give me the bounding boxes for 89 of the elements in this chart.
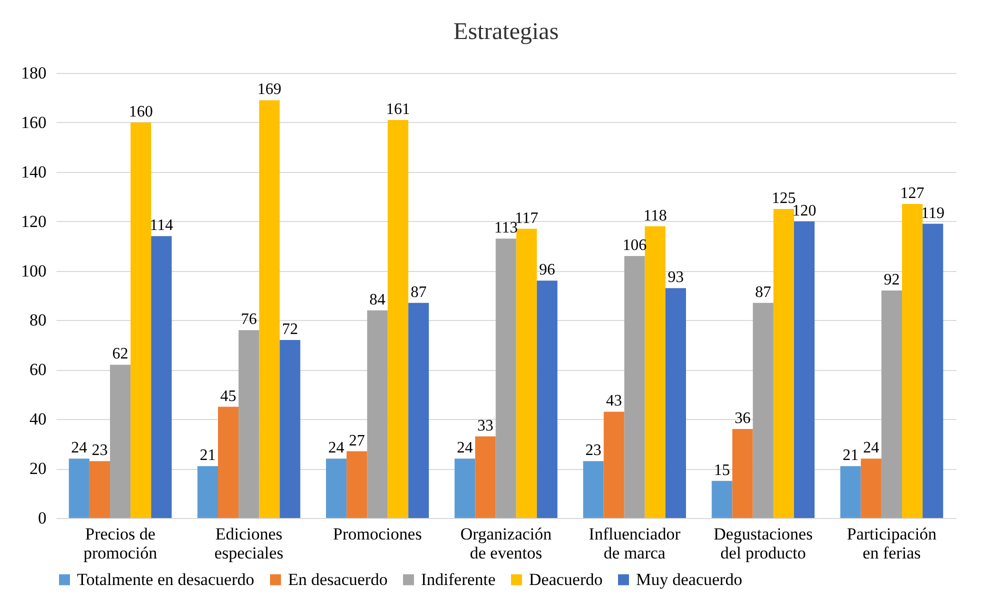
bar <box>388 120 408 518</box>
data-label: 96 <box>539 262 556 279</box>
bar <box>197 466 218 518</box>
data-label: 87 <box>755 284 772 301</box>
bar <box>583 461 604 518</box>
y-tick-label: 60 <box>30 360 46 380</box>
data-label: 23 <box>92 442 108 460</box>
data-label: 45 <box>220 388 236 405</box>
bar <box>238 330 260 518</box>
y-tick-label: 80 <box>30 310 46 330</box>
bar <box>712 480 732 518</box>
x-tick-label: Degustaciones del producto <box>714 524 813 562</box>
y-tick-label: 20 <box>30 459 46 478</box>
data-label: 93 <box>668 269 684 286</box>
data-label: 118 <box>643 207 667 224</box>
legend-label: En desacuerdo <box>288 570 388 589</box>
bar <box>259 100 280 518</box>
bar <box>665 288 686 518</box>
data-label: 36 <box>734 410 751 427</box>
bar <box>794 221 815 518</box>
data-label: 114 <box>150 217 174 234</box>
y-tick-label: 0 <box>38 508 46 528</box>
bar <box>752 302 774 518</box>
legend-label: Indiferente <box>421 570 496 589</box>
data-label: 27 <box>348 432 365 450</box>
legend-label: Deacuerdo <box>529 570 603 589</box>
data-label: 92 <box>884 272 900 289</box>
y-tick-label: 180 <box>21 64 46 82</box>
bar <box>860 458 882 518</box>
bar <box>732 429 753 518</box>
x-tick-label: Participación en ferias <box>846 524 938 562</box>
legend-label: Totalmente en desacuerdo <box>77 570 254 589</box>
data-label: 72 <box>282 321 298 338</box>
data-label: 33 <box>477 417 494 434</box>
bar <box>536 280 558 518</box>
bar <box>516 228 537 518</box>
bar <box>475 436 496 518</box>
data-label: 119 <box>921 204 945 222</box>
bar <box>902 204 923 518</box>
x-tick-label: Influenciador de marca <box>588 524 681 562</box>
bar <box>326 458 347 518</box>
data-label: 15 <box>714 462 730 479</box>
bar <box>89 461 110 518</box>
data-label: 24 <box>328 440 344 457</box>
y-tick-label: 100 <box>21 261 46 280</box>
y-tick-label: 140 <box>21 162 46 182</box>
y-tick-label: 40 <box>30 410 46 429</box>
bar <box>151 236 172 518</box>
bar <box>624 256 645 518</box>
bar <box>130 122 152 518</box>
data-label: 84 <box>369 291 386 308</box>
chart-title: Estrategias <box>453 19 559 45</box>
bar <box>773 208 794 518</box>
bar <box>346 451 368 518</box>
data-label: 24 <box>456 440 473 457</box>
data-label: 21 <box>842 447 859 464</box>
data-label: 21 <box>200 447 216 464</box>
data-label: 127 <box>900 185 924 202</box>
bar <box>454 458 476 518</box>
y-tick-label: 160 <box>21 112 46 132</box>
data-label: 113 <box>494 220 518 237</box>
bar <box>68 458 90 518</box>
x-tick-label: Precios de promoción <box>83 524 158 562</box>
data-label: 76 <box>240 311 257 328</box>
data-label: 169 <box>257 81 282 98</box>
bar <box>604 412 624 518</box>
data-label: 23 <box>585 442 602 460</box>
x-tick-label: Promociones <box>333 524 422 544</box>
data-label: 87 <box>410 284 427 301</box>
bar <box>922 224 944 518</box>
bar <box>881 290 902 518</box>
bar <box>644 226 666 518</box>
data-label: 62 <box>112 346 128 363</box>
bar <box>218 406 239 518</box>
data-label: 24 <box>71 440 88 457</box>
data-label: 24 <box>863 440 880 457</box>
bar <box>280 340 300 518</box>
bar <box>110 364 131 518</box>
bar <box>367 310 388 518</box>
legend-label: Muy deacuerdo <box>636 570 742 589</box>
bar <box>840 466 861 518</box>
data-label: 161 <box>386 100 410 118</box>
data-label: 160 <box>128 103 153 120</box>
bar <box>496 238 516 518</box>
x-tick-label: Organización de eventos <box>460 524 552 562</box>
x-tick-label: Ediciones especiales <box>214 524 284 562</box>
y-tick-label: 120 <box>21 212 46 231</box>
data-label: 43 <box>606 392 622 410</box>
bar <box>408 302 429 518</box>
